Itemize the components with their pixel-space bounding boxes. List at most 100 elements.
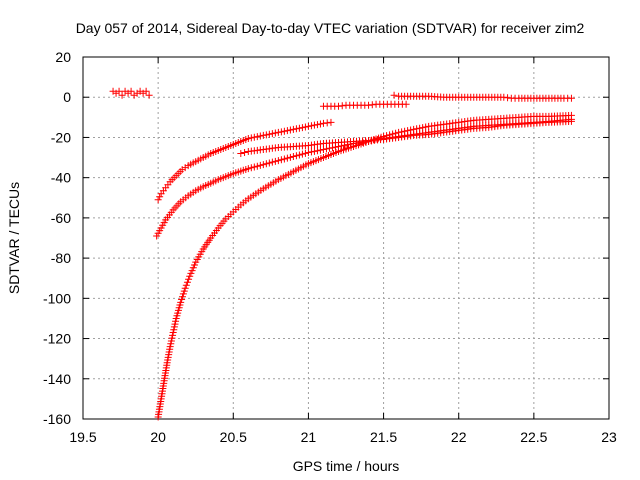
y-tick-label: -100: [43, 290, 71, 306]
data-point-marker: [268, 158, 276, 166]
data-point-marker: [500, 93, 508, 101]
data-point-marker: [316, 146, 324, 154]
y-tick-label: -80: [51, 250, 71, 266]
data-point-marker: [304, 149, 312, 157]
data-point-marker: [298, 124, 306, 132]
data-point-marker: [413, 125, 421, 133]
data-point-marker: [271, 157, 279, 165]
data-point-marker: [253, 133, 261, 141]
data-point-marker: [241, 149, 249, 157]
x-tick-label: 23: [601, 429, 617, 445]
data-point-marker: [310, 147, 318, 155]
data-point-marker: [301, 149, 309, 157]
y-tick-label: -60: [51, 210, 71, 226]
y-axis-label: SDTVAR / TECUs: [6, 182, 22, 294]
data-point-marker: [247, 164, 255, 172]
data-point-marker: [292, 152, 300, 160]
data-point-marker: [292, 125, 300, 133]
data-point-marker: [410, 125, 418, 133]
data-point-marker: [307, 122, 315, 130]
data-point-marker: [277, 156, 285, 164]
series-track-d: [154, 111, 575, 421]
data-point-marker: [422, 123, 430, 131]
series-track-e: [237, 117, 575, 158]
y-tick-labels: 20 0 -20 -40 -60 -80 -100 -120 -140 -160: [43, 49, 71, 427]
data-point-marker: [250, 163, 258, 171]
data-point-marker: [416, 124, 424, 132]
data-point-marker: [338, 102, 346, 110]
data-point-marker: [259, 161, 267, 169]
data-point-marker: [250, 133, 258, 141]
data-point-marker: [142, 87, 150, 95]
data-point-marker: [313, 147, 321, 155]
data-point-marker: [365, 101, 373, 109]
data-point-marker: [253, 162, 261, 170]
x-axis-label: GPS time / hours: [293, 458, 400, 474]
data-point-marker: [274, 157, 282, 165]
data-point-marker: [182, 281, 190, 289]
y-tick-label: 0: [63, 89, 71, 105]
y-tick-label: 20: [55, 49, 71, 65]
x-tick-label: 21: [301, 429, 317, 445]
series-track-a: [109, 87, 153, 99]
data-point-marker: [183, 278, 191, 286]
data-point-marker: [402, 100, 410, 108]
x-tick-label: 20: [150, 429, 166, 445]
data-point-marker: [286, 126, 294, 134]
data-point-marker: [567, 94, 575, 102]
x-tick-label: 20.5: [220, 429, 247, 445]
data-point-marker: [244, 165, 252, 173]
series-track-f: [319, 100, 410, 110]
data-point-marker: [154, 196, 162, 204]
data-point-marker: [256, 132, 264, 140]
data-point-marker: [289, 153, 297, 161]
series-track-g: [390, 91, 575, 102]
x-tick-label: 19.5: [69, 429, 96, 445]
data-point-marker: [271, 129, 279, 137]
data-point-marker: [268, 130, 276, 138]
data-point-marker: [244, 134, 252, 142]
data-point-marker: [265, 159, 273, 167]
data-point-marker: [567, 117, 575, 125]
data-point-marker: [283, 127, 291, 135]
data-point-marker: [313, 121, 321, 129]
data-point-marker: [256, 161, 264, 169]
data-point-marker: [368, 101, 376, 109]
y-tick-label: -40: [51, 170, 71, 186]
x-tick-label: 22.5: [520, 429, 547, 445]
plot-area-frame: [82, 56, 610, 420]
data-point-marker: [316, 120, 324, 128]
data-point-marker: [156, 193, 164, 201]
data-point-marker: [237, 150, 245, 158]
data-point-marker: [310, 121, 318, 129]
data-point-marker: [280, 127, 288, 135]
data-point-marker: [181, 284, 189, 292]
data-point-marker: [277, 128, 285, 136]
data-point-marker: [304, 122, 312, 130]
data-point-marker: [334, 102, 342, 110]
data-point-marker: [185, 275, 193, 283]
data-point-marker: [247, 134, 255, 142]
data-point-marker: [145, 91, 153, 99]
data-point-marker: [567, 111, 575, 119]
data-point-marker: [262, 160, 270, 168]
grid-lines: [83, 57, 609, 419]
axis-ticks: [82, 56, 610, 420]
data-point-marker: [283, 154, 291, 162]
y-tick-label: -120: [43, 331, 71, 347]
data-point-marker: [301, 123, 309, 131]
data-point-marker: [390, 91, 398, 99]
data-point-marker: [319, 119, 327, 127]
data-point-marker: [419, 124, 427, 132]
data-point-marker: [327, 118, 335, 126]
x-tick-labels: 19.5 20 20.5 21 21.5 22 22.5 23: [69, 429, 617, 445]
series-track-b: [154, 118, 335, 204]
data-point-marker: [504, 94, 512, 102]
data-point-marker: [274, 128, 282, 136]
data-point-marker: [298, 150, 306, 158]
data-point-marker: [115, 87, 123, 95]
data-point-marker: [295, 124, 303, 132]
data-markers: [109, 87, 575, 421]
x-tick-label: 22: [451, 429, 467, 445]
